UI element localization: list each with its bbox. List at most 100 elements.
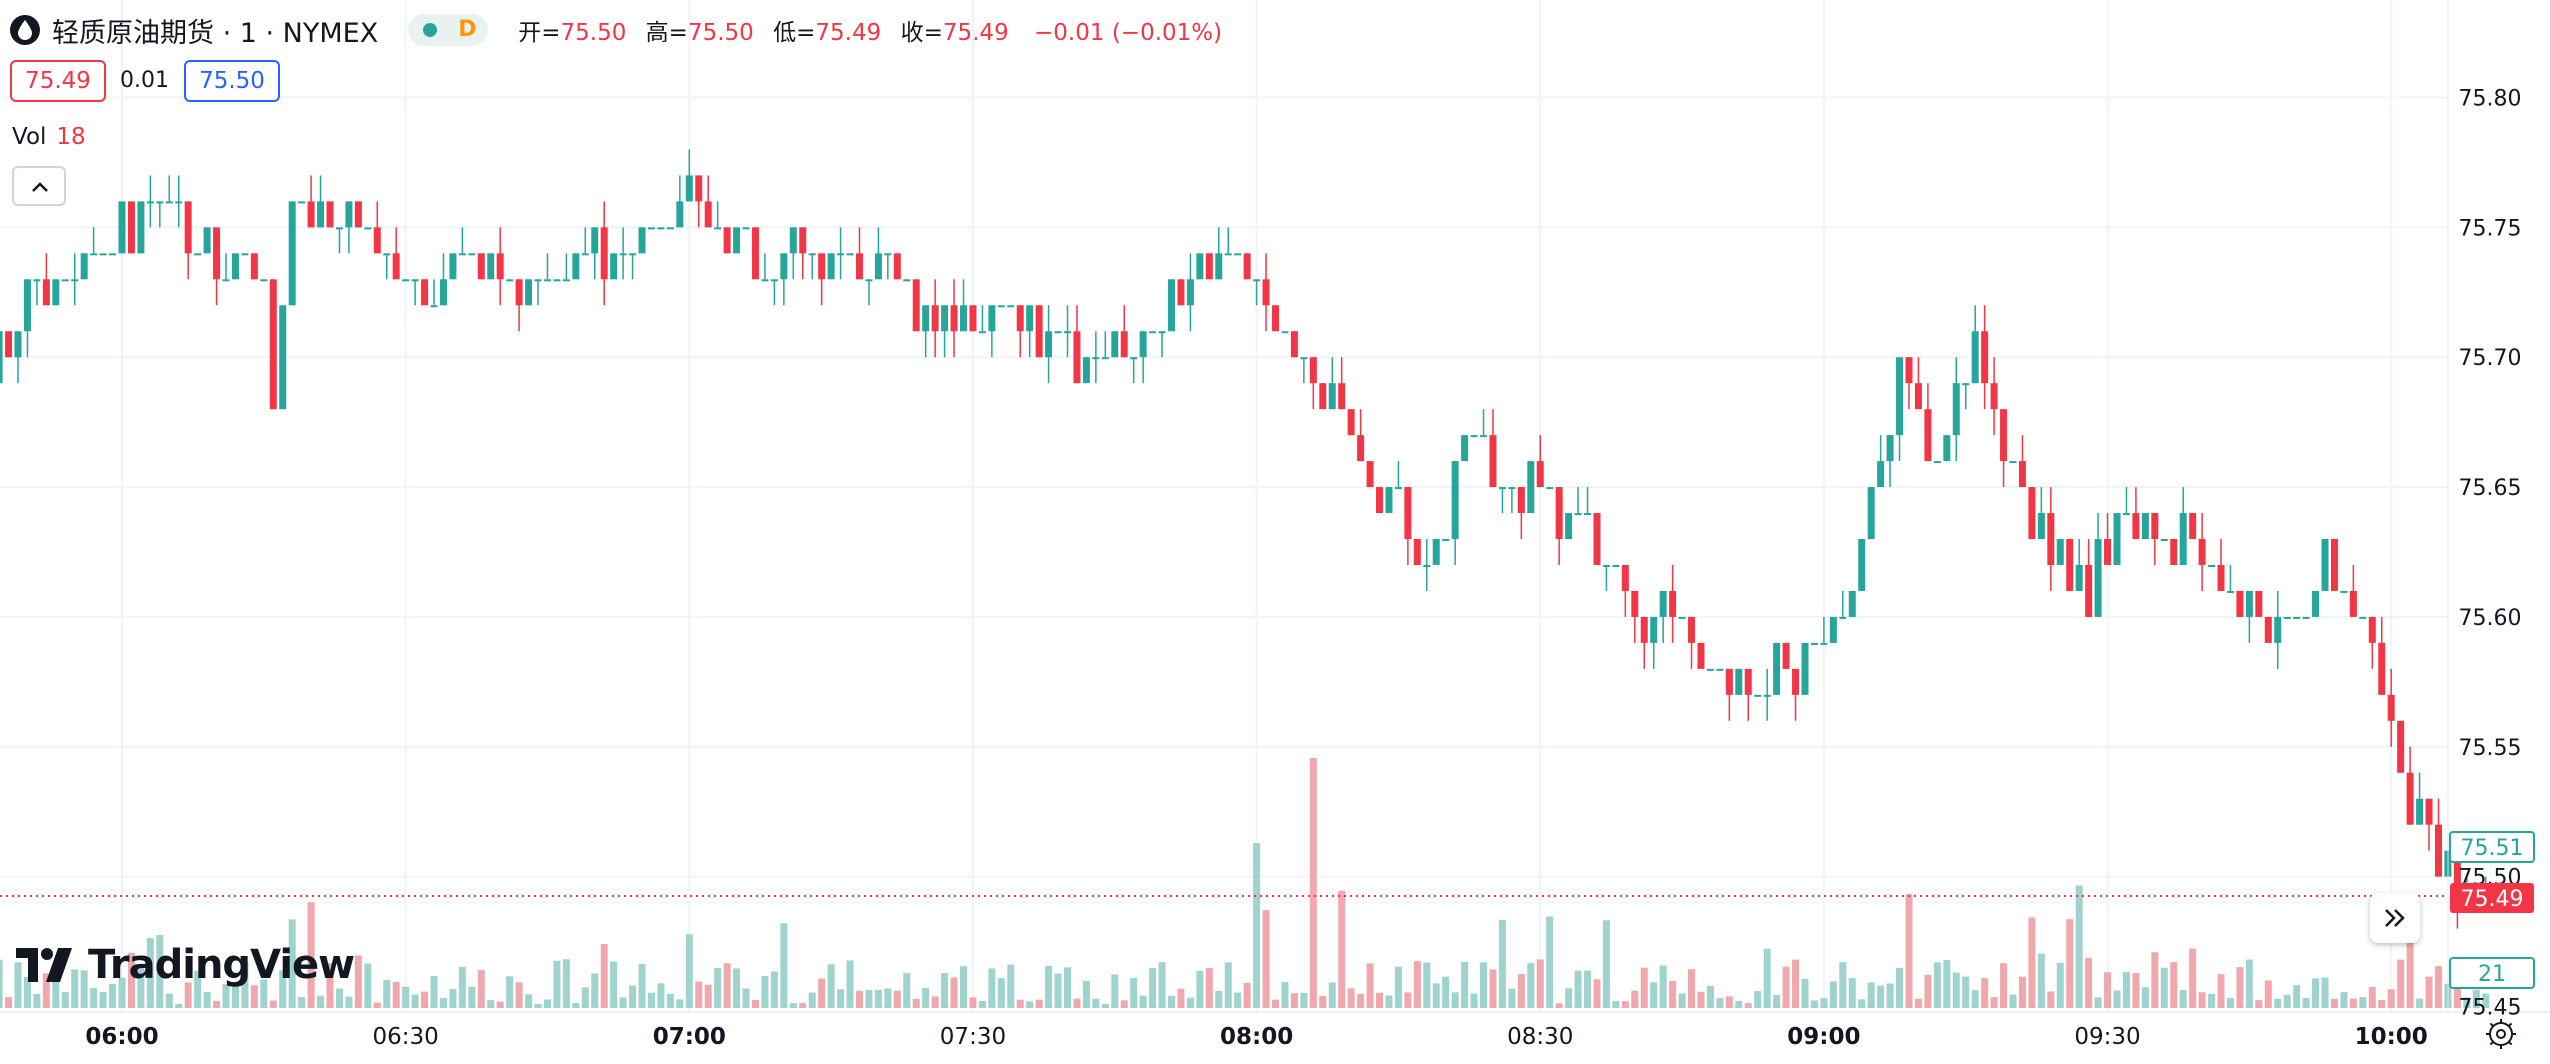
candle-body xyxy=(543,279,551,282)
open-value: 75.50 xyxy=(560,20,627,46)
volume-bar xyxy=(874,989,882,1008)
reference-price-value: 75.51 xyxy=(2461,836,2524,861)
volume-bar xyxy=(269,1000,277,1008)
volume-bar xyxy=(468,986,476,1008)
volume-bar xyxy=(893,990,901,1008)
volume-bar xyxy=(1149,968,1157,1008)
volume-bar xyxy=(1943,960,1951,1008)
interval-pill[interactable]: D xyxy=(408,14,489,46)
candle-body xyxy=(1706,668,1714,671)
volume-bar xyxy=(685,934,693,1008)
candle-body xyxy=(2170,539,2178,565)
candle-body xyxy=(1442,539,1450,542)
volume-bar xyxy=(1432,983,1440,1008)
candle-body xyxy=(326,201,334,228)
volume-bar xyxy=(2208,993,2216,1008)
volume-bar xyxy=(1990,997,1998,1008)
candle-body xyxy=(1536,461,1544,488)
volume-bar xyxy=(997,978,1005,1008)
chart-legend: 轻质原油期货 · 1 · NYMEX D 开=75.50 高=75.50 低=7… xyxy=(10,10,1222,50)
candle-body xyxy=(676,201,684,228)
volume-bar xyxy=(458,966,466,1008)
candle-body xyxy=(1896,357,1904,436)
tradingview-logo[interactable]: TradingView xyxy=(16,940,355,990)
candle-body xyxy=(458,253,466,256)
price-tick-label: 75.60 xyxy=(2459,606,2522,631)
candle-body xyxy=(629,253,637,256)
bid-price[interactable]: 75.49 xyxy=(10,60,106,102)
oil-drop-icon[interactable] xyxy=(10,15,40,45)
collapse-legend-button[interactable] xyxy=(12,166,66,206)
ask-price[interactable]: 75.50 xyxy=(184,60,280,102)
candle-body xyxy=(562,279,570,282)
volume-bar xyxy=(61,992,69,1008)
candle-body xyxy=(1470,435,1478,438)
change-value: −0.01 (−0.01%) xyxy=(1034,20,1223,46)
candle-body xyxy=(2274,616,2282,643)
candle-body xyxy=(23,279,31,332)
close-label: 收= xyxy=(900,20,943,46)
volume-bar xyxy=(808,992,816,1008)
candle-body xyxy=(770,279,778,282)
volume-bar xyxy=(2085,957,2093,1008)
volume-bar xyxy=(250,985,258,1008)
candle-body xyxy=(1782,642,1790,669)
candle-body xyxy=(733,227,741,254)
candle-body xyxy=(1101,357,1109,360)
volume-value: 18 xyxy=(56,124,86,150)
volume-bar xyxy=(1602,920,1610,1008)
candle-body xyxy=(2283,616,2291,619)
candle-body xyxy=(194,253,202,256)
gear-icon[interactable] xyxy=(2486,1019,2516,1049)
volume-bar xyxy=(1394,966,1402,1008)
volume-bar xyxy=(1082,980,1090,1008)
candle-body xyxy=(1272,305,1280,332)
volume-bar xyxy=(1565,988,1573,1008)
volume-bar xyxy=(903,973,911,1008)
volume-bar xyxy=(780,923,788,1008)
candle-body xyxy=(1357,435,1365,462)
volume-bar xyxy=(1413,961,1421,1008)
volume-bar xyxy=(2245,959,2253,1008)
candle-body xyxy=(1016,305,1024,332)
candle-body xyxy=(695,175,703,202)
candle-body xyxy=(231,253,239,280)
candle-body xyxy=(1867,487,1875,540)
volume-bar xyxy=(2066,919,2074,1008)
candle-body xyxy=(1688,616,1696,643)
volume-bar xyxy=(2302,998,2310,1008)
scroll-to-realtime-button[interactable] xyxy=(2370,893,2420,943)
time-axis[interactable]: 06:00 06:30 07:00 07:30 08:00 08:30 09:00 09:30… xyxy=(85,1024,2427,1050)
volume-bar xyxy=(2000,963,2008,1008)
volume-bar xyxy=(1640,967,1648,1008)
candle-body xyxy=(2085,564,2093,617)
candle-body xyxy=(364,227,372,230)
volume-bar xyxy=(619,997,627,1008)
candle-body xyxy=(345,201,353,228)
candle-body xyxy=(1905,357,1913,384)
volume-bar xyxy=(222,984,230,1008)
volume-bar xyxy=(2122,971,2130,1008)
candle-body xyxy=(2047,513,2055,565)
volume-bar xyxy=(950,977,958,1008)
volume-bar xyxy=(2472,990,2480,1008)
volume-bar xyxy=(818,978,826,1008)
volume-bar xyxy=(1546,916,1554,1008)
volume-bar xyxy=(2104,972,2112,1008)
candle-body xyxy=(392,253,400,280)
candle-body xyxy=(638,227,646,254)
volume-bar xyxy=(591,973,599,1008)
volume-bar xyxy=(1735,1000,1743,1008)
volume-bar xyxy=(1924,974,1932,1008)
volume-bar xyxy=(1366,963,1374,1008)
volume-bar xyxy=(1706,985,1714,1008)
volume-bar xyxy=(1281,982,1289,1008)
volume-bar xyxy=(827,964,835,1008)
volume-bar xyxy=(421,991,429,1008)
volume-bar xyxy=(1385,995,1393,1008)
candle-body xyxy=(118,201,126,254)
candle-body xyxy=(525,279,533,306)
symbol-title[interactable]: 轻质原油期货 · 1 · NYMEX xyxy=(52,17,379,49)
